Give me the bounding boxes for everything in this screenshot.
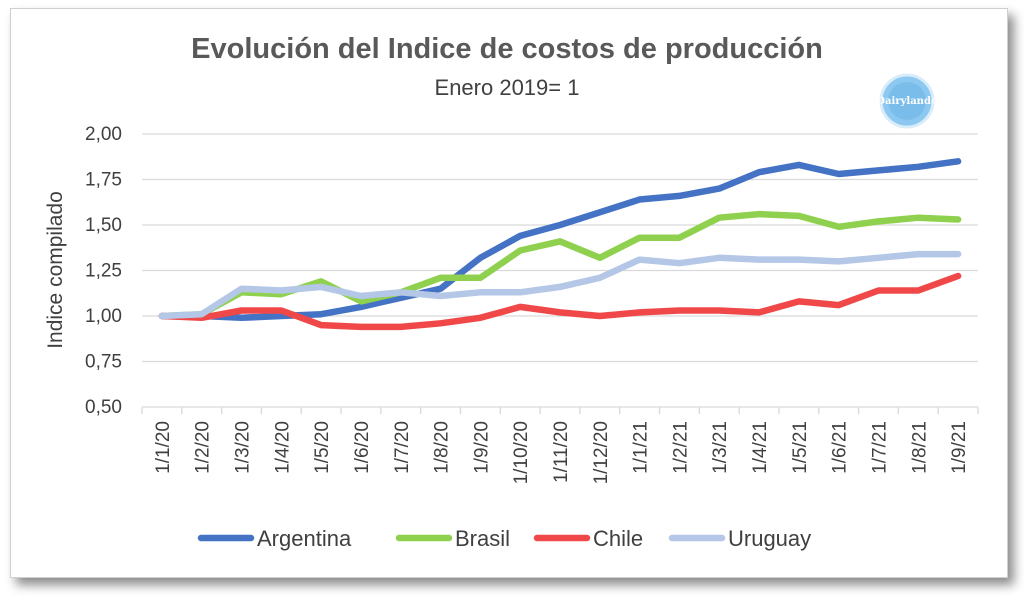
legend-label-brasil: Brasil — [455, 526, 510, 551]
x-tick-label: 1/4/20 — [272, 421, 293, 474]
x-tick-label: 1/6/20 — [352, 421, 373, 474]
y-tick-label: 0,75 — [85, 352, 122, 373]
x-tick-label: 1/5/21 — [790, 421, 811, 474]
x-tick-label: 1/9/21 — [949, 421, 970, 474]
x-tick-label: 1/7/21 — [869, 421, 890, 474]
x-axis-ticks: 1/1/20 1/2/20 1/3/20 1/4/20 1/5/20 1/6/20 1/7/… — [153, 421, 970, 484]
series-line-chile — [158, 272, 962, 331]
y-tick-label: 1,00 — [85, 306, 122, 327]
legend-label-argentina: Argentina — [257, 526, 352, 551]
y-tick-label: 1,50 — [85, 215, 122, 236]
legend-label-chile: Chile — [593, 526, 643, 551]
x-tick-label: 1/3/21 — [710, 421, 731, 474]
x-tick-label: 1/1/20 — [153, 421, 174, 474]
y-tick-label: 1,25 — [85, 261, 122, 282]
x-tick-label: 1/6/21 — [830, 421, 851, 474]
y-axis-ticks: 0,50 0,75 1,00 1,25 1,50 1,75 2,00 — [85, 124, 122, 418]
x-tick-label: 1/8/20 — [432, 421, 453, 474]
x-tick-label: 1/11/20 — [551, 421, 572, 483]
series-line-uruguay — [158, 250, 962, 320]
y-tick-label: 0,50 — [85, 397, 122, 418]
x-tick-label: 1/7/20 — [392, 421, 413, 474]
dairylando-logo: Dairylando — [876, 73, 938, 129]
legend: Argentina Brasil Chile Uruguay — [197, 526, 811, 551]
x-tick-label: 1/2/21 — [670, 421, 691, 474]
series-line-brasil — [158, 210, 962, 320]
y-tick-label: 1,75 — [85, 170, 122, 191]
x-tick-label: 1/10/20 — [511, 421, 532, 484]
series-lines — [158, 158, 962, 331]
legend-label-uruguay: Uruguay — [728, 526, 811, 551]
x-tick-label: 1/8/21 — [909, 421, 930, 474]
y-tick-label: 2,00 — [85, 124, 122, 145]
x-tick-label: 1/3/20 — [233, 421, 254, 474]
x-tick-label: 1/2/20 — [193, 421, 214, 474]
chart-title: Evolución del Indice de costos de produc… — [191, 33, 823, 65]
x-tick-label: 1/12/20 — [591, 421, 612, 484]
x-tick-label: 1/5/20 — [312, 421, 333, 474]
x-tick-label: 1/1/21 — [631, 421, 652, 474]
x-tick-label: 1/9/20 — [471, 421, 492, 474]
x-tick-label: 1/4/21 — [750, 421, 771, 474]
y-axis-label: Indice compilado — [44, 191, 67, 349]
chart-subtitle: Enero 2019= 1 — [435, 75, 580, 100]
logo-text: Dairylando — [876, 96, 938, 107]
